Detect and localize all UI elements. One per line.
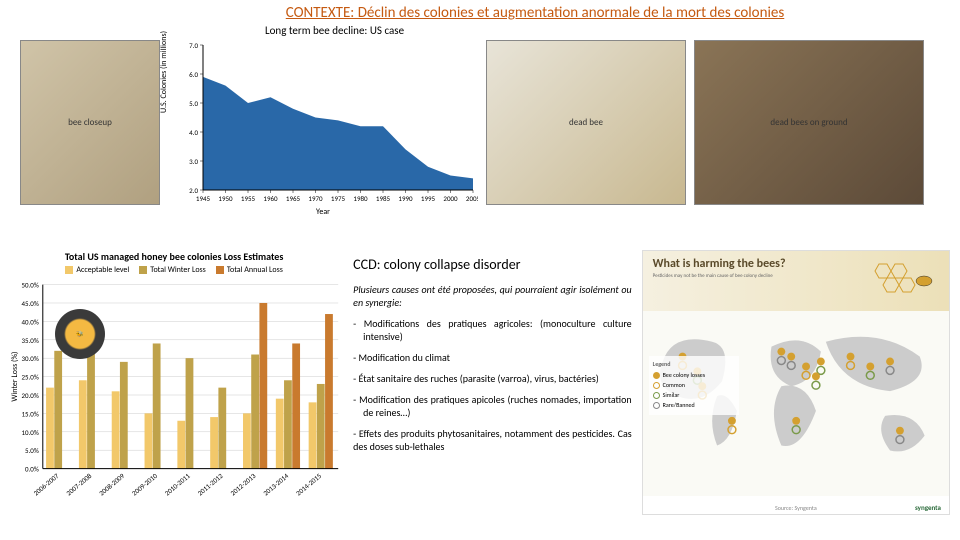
- ccd-text-column: CCD: colony collapse disorder Plusieurs …: [353, 250, 631, 535]
- bee-badge-icon: 🐝: [55, 309, 105, 359]
- info-legend: Legend Bee colony losses Common Similar Rar…: [649, 356, 739, 415]
- svg-text:1970: 1970: [308, 194, 323, 203]
- svg-text:15.0%: 15.0%: [22, 409, 39, 418]
- svg-text:7.0: 7.0: [189, 41, 198, 50]
- bar-chart-title: Total US managed honey bee colonies Loss…: [5, 250, 343, 263]
- svg-text:2007-2008: 2007-2008: [64, 471, 93, 498]
- area-chart-title: Long term bee decline: US case: [265, 24, 404, 37]
- info-legend-item: Rare/Banned: [653, 401, 735, 409]
- page-title: CONTEXTE: Déclin des colonies et augment…: [170, 4, 900, 22]
- svg-text:2011-2012: 2011-2012: [196, 471, 225, 498]
- bar-chart: Total US managed honey bee colonies Loss…: [5, 250, 343, 535]
- dead-bee-image: dead bee: [486, 40, 686, 205]
- svg-text:35.0%: 35.0%: [22, 336, 39, 345]
- area-xlabel: Year: [316, 207, 330, 217]
- honeycomb-icon: [869, 259, 939, 304]
- ccd-bullet: Modification du climat: [353, 351, 631, 364]
- svg-text:4.0: 4.0: [189, 128, 198, 137]
- svg-text:1955: 1955: [241, 194, 256, 203]
- legend-item: Total Annual Loss: [216, 265, 283, 275]
- svg-text:2009-2010: 2009-2010: [130, 471, 159, 498]
- svg-text:1975: 1975: [331, 194, 346, 203]
- svg-text:0.0%: 0.0%: [25, 465, 39, 474]
- svg-text:Winter Loss (%): Winter Loss (%): [10, 352, 20, 402]
- svg-text:1980: 1980: [353, 194, 368, 203]
- svg-text:2010-2011: 2010-2011: [163, 471, 192, 498]
- infographic: What is harming the bees? Pesticides may…: [642, 250, 950, 515]
- info-legend-item: Bee colony losses: [653, 371, 735, 379]
- ccd-final: - Effets des produits phytosanitaires, n…: [353, 427, 631, 453]
- svg-text:1965: 1965: [286, 194, 301, 203]
- ground-bees-image: dead bees on ground: [694, 40, 924, 205]
- svg-text:2012-2013: 2012-2013: [228, 471, 257, 498]
- bottom-row: Total US managed honey bee colonies Loss…: [5, 250, 950, 535]
- ccd-heading: CCD: colony collapse disorder: [353, 256, 631, 273]
- bar-legend: Acceptable level Total Winter Loss Total A…: [5, 265, 343, 275]
- ccd-bullet: Modifications des pratiques agricoles: (…: [353, 317, 631, 343]
- svg-text:30.0%: 30.0%: [22, 354, 39, 363]
- info-source: Source: Syngenta: [775, 504, 817, 512]
- svg-text:2014-2015: 2014-2015: [294, 471, 323, 498]
- svg-text:2005: 2005: [466, 194, 478, 203]
- info-brand: syngenta: [915, 503, 941, 512]
- ccd-bullet: État sanitaire des ruches (parasite (var…: [353, 372, 631, 385]
- info-legend-title: Legend: [653, 360, 735, 368]
- svg-text:1960: 1960: [263, 194, 278, 203]
- svg-text:5.0%: 5.0%: [25, 446, 39, 455]
- svg-text:50.0%: 50.0%: [22, 281, 39, 290]
- info-legend-item: Common: [653, 381, 735, 389]
- legend-item: Total Winter Loss: [139, 265, 206, 275]
- ccd-bullet: Modification des pratiques apicoles (ruc…: [353, 393, 631, 419]
- svg-text:2000: 2000: [443, 194, 458, 203]
- svg-text:20.0%: 20.0%: [22, 391, 39, 400]
- top-row: bee closeup 2.03.04.05.06.07.01945195019…: [20, 40, 940, 220]
- info-header: What is harming the bees? Pesticides may…: [643, 251, 949, 311]
- svg-text:2006-2007: 2006-2007: [31, 471, 60, 498]
- svg-text:1995: 1995: [421, 194, 436, 203]
- svg-text:1950: 1950: [218, 194, 233, 203]
- svg-text:25.0%: 25.0%: [22, 373, 39, 382]
- svg-text:45.0%: 45.0%: [22, 299, 39, 308]
- ccd-intro: Plusieurs causes ont été proposées, qui …: [353, 283, 631, 309]
- svg-text:10.0%: 10.0%: [22, 428, 39, 437]
- svg-text:1985: 1985: [376, 194, 391, 203]
- area-chart: 2.03.04.05.06.07.01945195019551960196519…: [168, 40, 478, 215]
- legend-item: Acceptable level: [65, 265, 129, 275]
- svg-text:1990: 1990: [398, 194, 413, 203]
- svg-text:2013-2014: 2013-2014: [261, 471, 290, 498]
- area-ylabel: U.S. Colonies (in millions): [159, 31, 169, 113]
- svg-text:5.0: 5.0: [189, 99, 198, 108]
- svg-text:2008-2009: 2008-2009: [97, 471, 126, 498]
- bee-closeup-image: bee closeup: [20, 40, 160, 205]
- svg-text:3.0: 3.0: [189, 157, 198, 166]
- info-legend-item: Similar: [653, 391, 735, 399]
- svg-text:6.0: 6.0: [189, 70, 198, 79]
- svg-text:1945: 1945: [196, 194, 211, 203]
- svg-text:40.0%: 40.0%: [22, 317, 39, 326]
